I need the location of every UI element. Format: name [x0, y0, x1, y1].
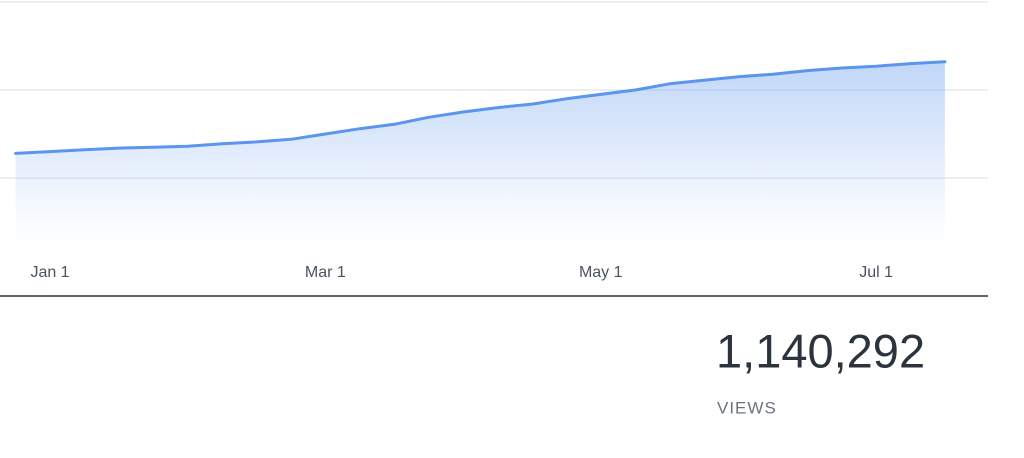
line — [14, 60, 947, 155]
stat-value: 1,140,292 — [716, 324, 925, 377]
x-tick-label: May 1 — [579, 264, 623, 281]
x-tick-label: Mar 1 — [305, 264, 346, 281]
area-fill — [15, 61, 945, 242]
stat-label: VIEWS — [717, 398, 777, 417]
x-tick-label: Jan 1 — [30, 264, 69, 281]
x-tick-label: Jul 1 — [859, 264, 893, 281]
